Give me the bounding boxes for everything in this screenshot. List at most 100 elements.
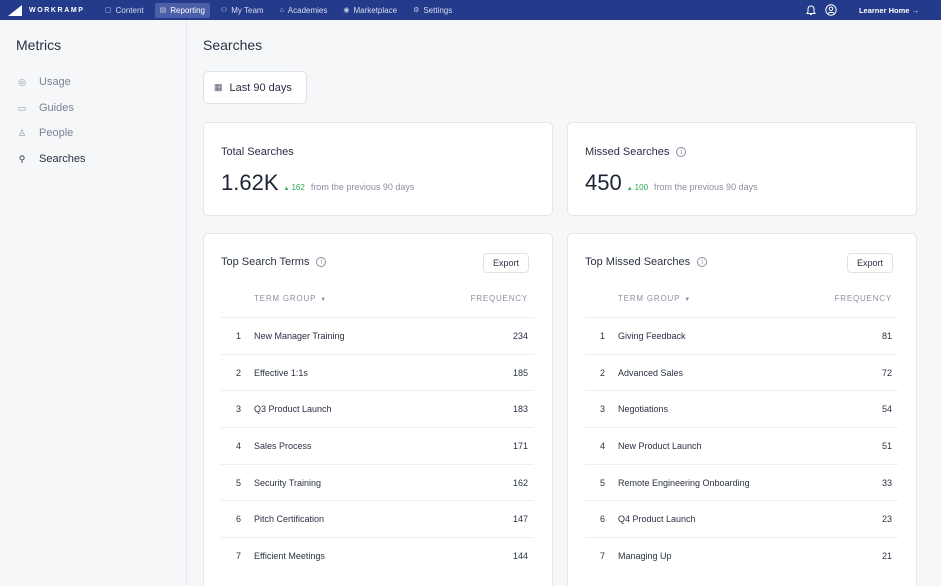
row-rank: 3: [600, 404, 606, 415]
search-icon: ⚲: [18, 153, 26, 164]
top-search-terms-title-row: Top Search Terms i: [221, 256, 327, 268]
info-icon[interactable]: i: [316, 257, 327, 267]
row-frequency: 171: [512, 440, 528, 451]
row-rank: 6: [236, 514, 242, 525]
table-row[interactable]: 7 Efficient Meetings 144: [221, 537, 534, 574]
bell-icon[interactable]: [806, 4, 816, 16]
row-term: Pitch Certification: [254, 514, 325, 525]
top-missed-searches-title: Top Missed Searches: [585, 256, 691, 268]
row-frequency: 23: [881, 514, 892, 525]
row-term: Sales Process: [254, 440, 312, 451]
row-rank: 7: [600, 550, 606, 561]
table-row[interactable]: 3 Negotiations 54: [585, 390, 898, 427]
sidebar-item-label: People: [39, 127, 74, 139]
learner-home-link[interactable]: Learner Home →: [858, 5, 919, 15]
row-term: Negotiations: [618, 404, 669, 415]
export-button[interactable]: Export: [483, 253, 529, 273]
date-range-button[interactable]: ▦ Last 90 days: [203, 71, 307, 104]
nav-item-reporting[interactable]: ▤ Reporting: [154, 2, 210, 18]
row-term: Managing Up: [618, 550, 672, 561]
table-row[interactable]: 3 Q3 Product Launch 183: [221, 390, 534, 427]
row-term: Q3 Product Launch: [254, 404, 332, 415]
total-searches-delta: ▲ 162: [283, 183, 305, 192]
missed-searches-value: 450: [585, 170, 622, 195]
row-rank: 4: [236, 440, 242, 451]
row-term: New Product Launch: [618, 440, 702, 451]
export-button[interactable]: Export: [847, 253, 893, 273]
row-frequency: 54: [881, 404, 892, 415]
brand-name: WORKRAMP: [29, 6, 85, 14]
nav-item-label: Reporting: [170, 5, 205, 15]
row-rank: 1: [236, 330, 242, 341]
caret-down-icon: ▼: [320, 297, 327, 303]
row-frequency: 72: [881, 367, 892, 378]
table-row[interactable]: 2 Effective 1:1s 185: [221, 353, 534, 391]
academy-icon: ⌂: [279, 6, 284, 14]
marketplace-icon: ◉: [343, 7, 350, 14]
top-missed-searches-table: 1 Giving Feedback 81 2 Advanced Sales 72 3 Nego…: [585, 317, 898, 574]
table-row[interactable]: 2 Advanced Sales 72: [585, 353, 898, 391]
total-searches-value: 1.62K: [221, 170, 279, 195]
book-icon: ▭: [17, 102, 27, 113]
folder-icon: ▢: [105, 7, 112, 14]
row-rank: 5: [600, 477, 606, 488]
nav-item-label: My Team: [231, 5, 264, 15]
nav-item-my-team[interactable]: ⚇ My Team: [216, 3, 269, 18]
sidebar-item-usage[interactable]: ◎ Usage: [16, 76, 71, 88]
top-nav: WORKRAMP ▢ Content ▤ Reporting ⚇ My Team ⌂ Acad…: [0, 0, 941, 20]
total-searches-label: Total Searches: [221, 146, 294, 158]
calendar-icon: ▦: [214, 82, 223, 92]
table-row[interactable]: 5 Security Training 162: [221, 463, 534, 501]
table-row[interactable]: 6 Q4 Product Launch 23: [585, 500, 898, 537]
term-group-header[interactable]: TERM GROUP ▼: [618, 294, 691, 303]
nav-item-label: Marketplace: [353, 5, 398, 15]
row-frequency: 234: [512, 330, 528, 341]
sidebar-title: Metrics: [16, 37, 62, 53]
term-group-header[interactable]: TERM GROUP ▼: [254, 294, 327, 303]
trend-up-icon: ▲: [283, 186, 290, 192]
info-icon[interactable]: i: [697, 257, 708, 267]
info-icon[interactable]: i: [676, 147, 687, 157]
row-term: Efficient Meetings: [254, 550, 325, 561]
sidebar-item-people[interactable]: ♙ People: [16, 127, 73, 139]
workramp-logo[interactable]: WORKRAMP: [8, 4, 100, 16]
nav-item-marketplace[interactable]: ◉ Marketplace: [338, 3, 402, 18]
row-rank: 2: [600, 367, 606, 378]
nav-item-content[interactable]: ▢ Content: [100, 3, 149, 18]
top-search-terms-card: Top Search Terms i Export TERM GROUP ▼ FR…: [203, 233, 553, 586]
table-row[interactable]: 4 New Product Launch 51: [585, 427, 898, 464]
table-row[interactable]: 1 Giving Feedback 81: [585, 317, 898, 354]
row-frequency: 51: [881, 440, 892, 451]
row-rank: 6: [600, 514, 606, 525]
sidebar: Metrics ◎ Usage ▭ Guides ♙ People ⚲ Searches: [0, 20, 187, 586]
sidebar-item-label: Usage: [39, 76, 71, 88]
sidebar-item-guides[interactable]: ▭ Guides: [16, 102, 74, 114]
sidebar-item-label: Searches: [39, 153, 86, 165]
frequency-header[interactable]: FREQUENCY: [470, 294, 528, 303]
table-row[interactable]: 4 Sales Process 171: [221, 427, 534, 464]
user-profile-icon[interactable]: [825, 4, 837, 16]
row-term: Effective 1:1s: [254, 367, 308, 378]
table-row[interactable]: 5 Remote Engineering Onboarding 33: [585, 463, 898, 501]
row-rank: 5: [236, 477, 242, 488]
nav-item-academies[interactable]: ⌂ Academies: [275, 3, 333, 18]
frequency-header[interactable]: FREQUENCY: [834, 294, 892, 303]
sidebar-item-label: Guides: [39, 102, 74, 114]
total-searches-note: from the previous 90 days: [310, 182, 415, 192]
row-frequency: 33: [881, 477, 892, 488]
logo-mark-icon: [8, 4, 24, 16]
top-missed-searches-card: Top Missed Searches i Export TERM GROUP ▼…: [567, 233, 917, 586]
table-row[interactable]: 7 Managing Up 21: [585, 537, 898, 574]
nav-item-label: Academies: [287, 5, 328, 15]
table-row[interactable]: 1 New Manager Training 234: [221, 317, 534, 354]
table-row[interactable]: 6 Pitch Certification 147: [221, 500, 534, 537]
gear-icon: ⚙: [413, 7, 420, 14]
row-frequency: 162: [512, 477, 528, 488]
missed-searches-label-row: Missed Searches i: [585, 146, 687, 158]
sidebar-item-searches[interactable]: ⚲ Searches: [16, 153, 86, 165]
row-rank: 7: [236, 550, 242, 561]
date-range-label: Last 90 days: [229, 81, 292, 94]
nav-item-settings[interactable]: ⚙ Settings: [408, 3, 457, 18]
row-frequency: 185: [512, 367, 528, 378]
row-frequency: 21: [881, 550, 892, 561]
